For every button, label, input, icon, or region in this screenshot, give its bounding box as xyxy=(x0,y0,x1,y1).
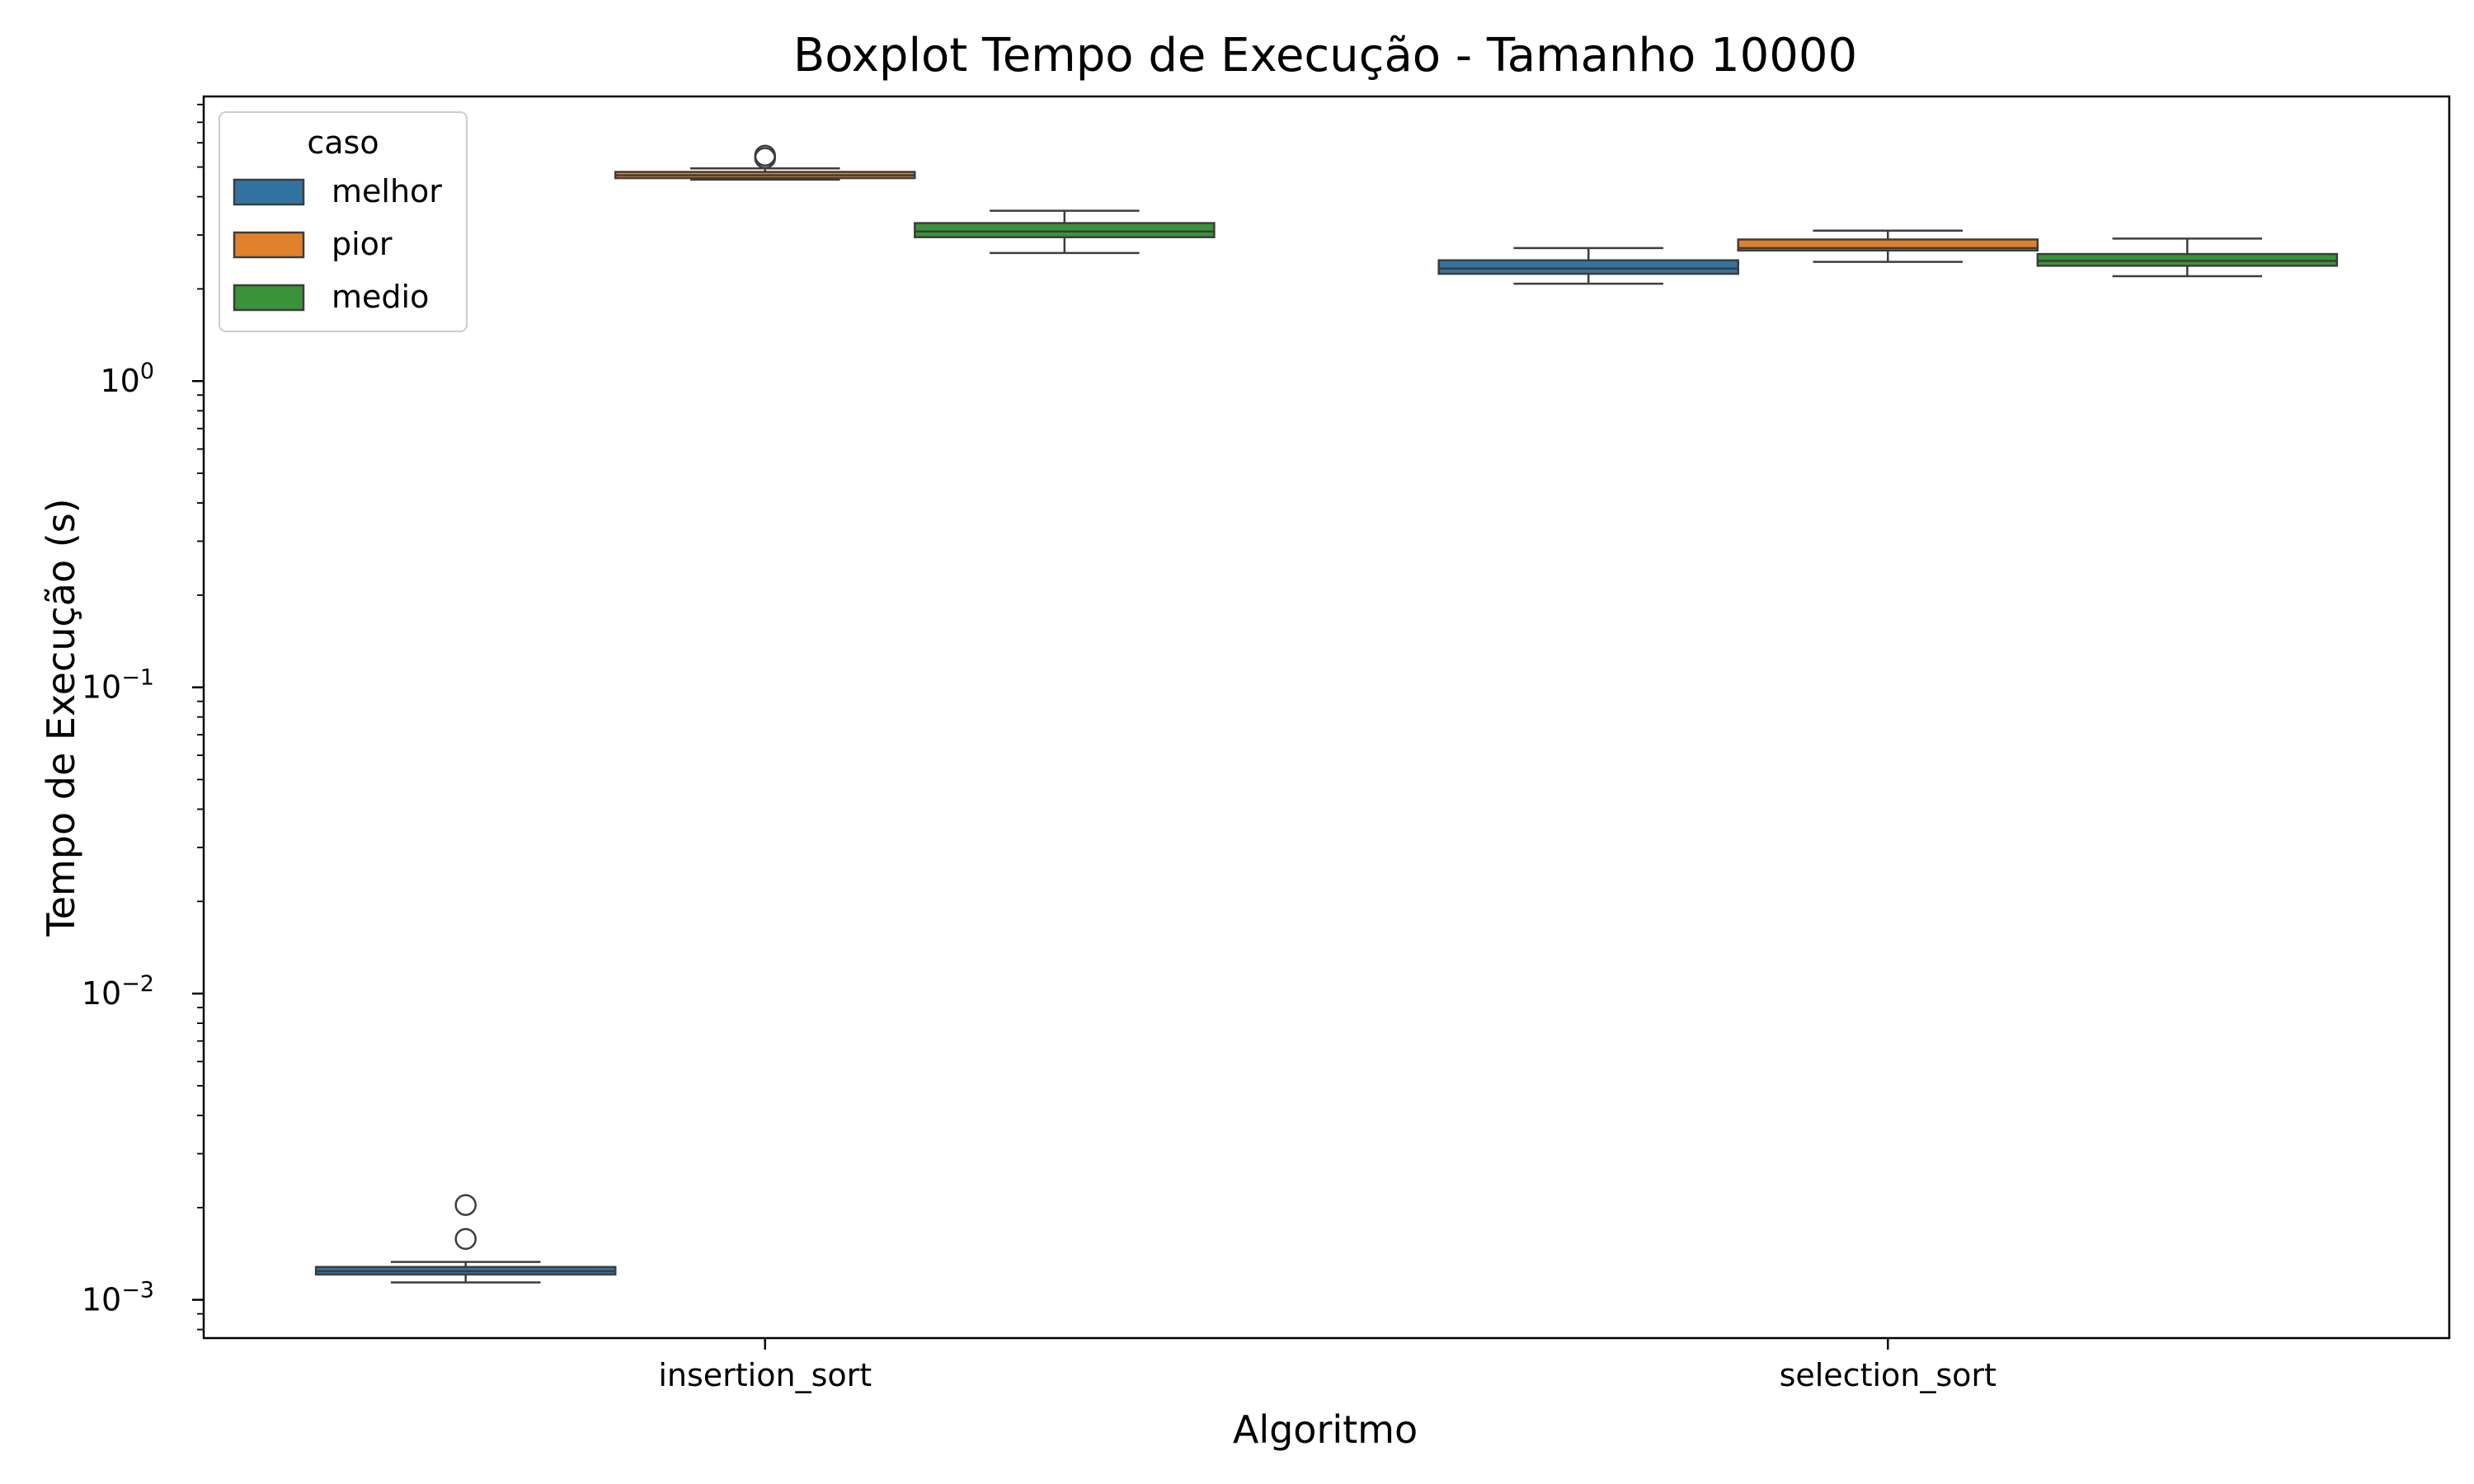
box-medio-insertion_sort xyxy=(914,222,1216,238)
legend-swatch-medio xyxy=(233,284,305,312)
plot-frame xyxy=(202,95,2451,1340)
outlier-point xyxy=(454,1228,477,1251)
outlier-point xyxy=(754,144,776,167)
y-axis-label: Tempo de Execução (s) xyxy=(39,498,83,937)
legend: caso melhor pior medio xyxy=(219,111,468,332)
legend-label-melhor: melhor xyxy=(332,173,442,209)
box-melhor-selection_sort xyxy=(1437,259,1739,275)
legend-swatch-pior xyxy=(233,231,305,259)
legend-label-pior: pior xyxy=(332,226,393,262)
legend-swatch-melhor xyxy=(233,178,305,206)
legend-box xyxy=(219,111,468,332)
x-axis-label: Algoritmo xyxy=(1233,1407,1418,1452)
plot-area: insertion_sort selection_sort10010−110−21… xyxy=(82,103,2339,1393)
chart-title: Boxplot Tempo de Execução - Tamanho 1000… xyxy=(793,29,1857,82)
legend-title: caso xyxy=(307,124,379,161)
x-tick-label: insertion_sort xyxy=(658,1357,872,1393)
x-tick-label: selection_sort xyxy=(1780,1357,1997,1393)
legend-label-medio: medio xyxy=(332,279,429,315)
outlier-point xyxy=(454,1194,477,1216)
